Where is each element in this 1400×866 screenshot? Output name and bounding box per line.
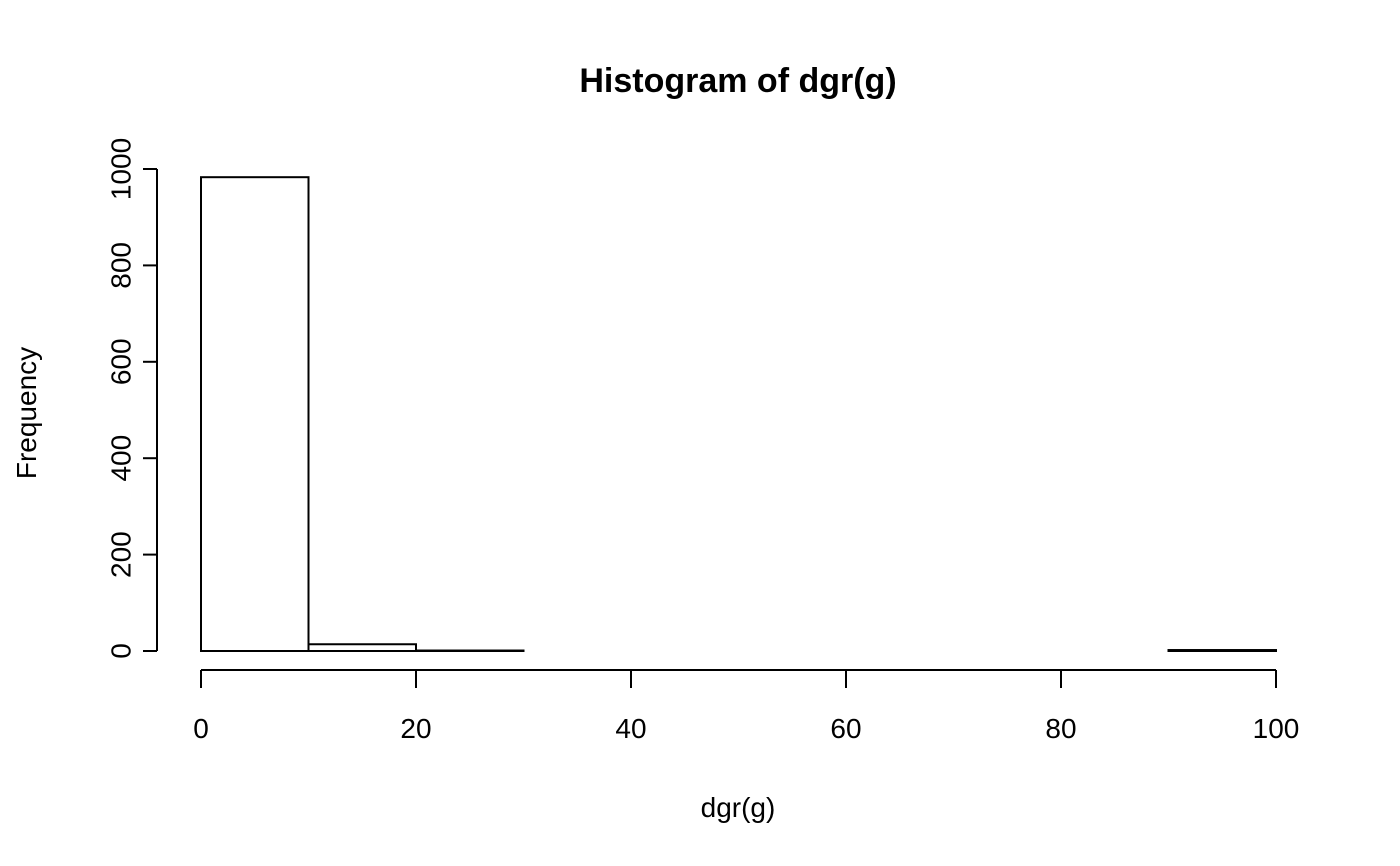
y-axis-label: Frequency	[11, 347, 42, 479]
y-tick-label: 200	[105, 531, 136, 578]
x-axis: 0 20 40 60 80 100	[193, 669, 1300, 744]
y-tick-label: 800	[105, 242, 136, 289]
x-tick-label: 20	[400, 713, 431, 744]
x-tick-label: 0	[193, 713, 209, 744]
x-tick-label: 40	[615, 713, 646, 744]
y-tick-label: 400	[105, 435, 136, 482]
x-tick-label: 80	[1045, 713, 1076, 744]
x-tick-label: 100	[1253, 713, 1300, 744]
x-axis-label: dgr(g)	[701, 792, 776, 823]
x-tick-label: 60	[830, 713, 861, 744]
y-axis: 0 200 400 600 800 1000	[105, 138, 158, 659]
bars-group	[200, 176, 1277, 653]
chart-title: Histogram of dgr(g)	[579, 62, 896, 100]
histogram-bar	[1167, 649, 1277, 653]
y-tick-label: 600	[105, 338, 136, 385]
histogram-bar	[200, 176, 310, 652]
y-tick-label: 0	[105, 643, 136, 659]
histogram-bar	[307, 643, 417, 653]
y-tick-label: 1000	[105, 138, 136, 200]
